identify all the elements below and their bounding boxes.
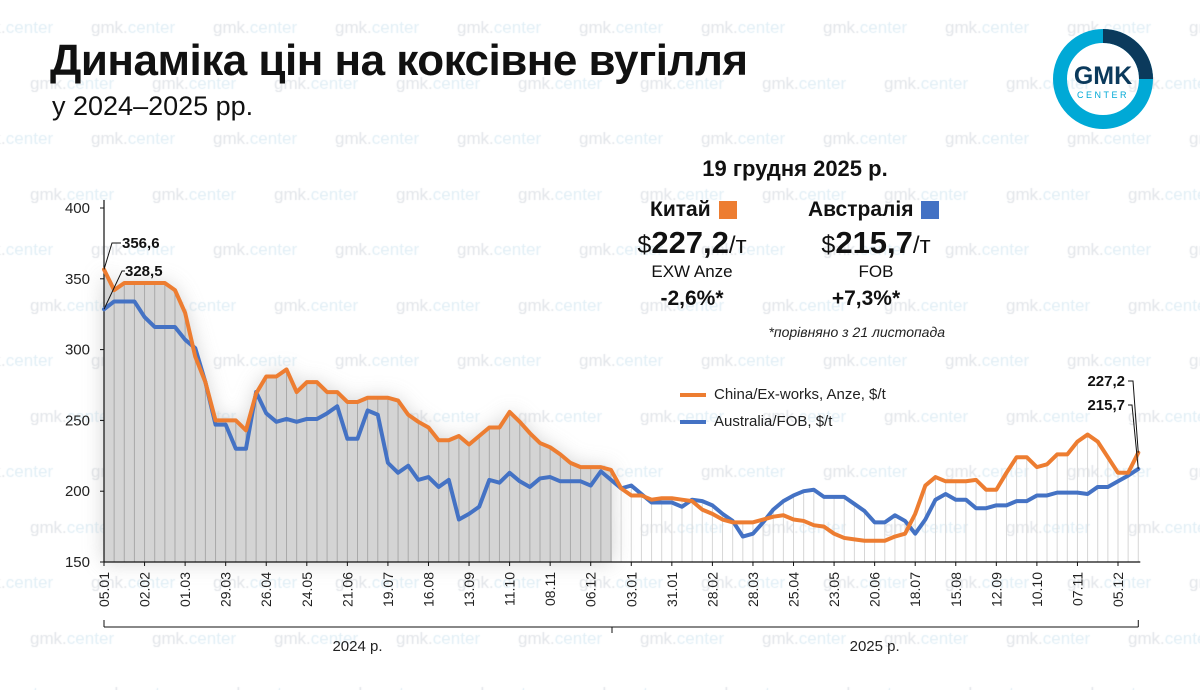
x-tick-label: 05.01: [96, 572, 112, 607]
gmk-center-logo: GMK CENTER: [1053, 29, 1153, 129]
x-tick-label: 05.12: [1110, 572, 1126, 607]
legend-label-china: China/Ex-works, Anze, $/t: [714, 386, 886, 403]
logo-ring-accent: [1102, 29, 1153, 80]
x-tick-label: 20.06: [867, 572, 883, 607]
x-tick-label: 23.05: [826, 572, 842, 607]
annotation-leader: [1128, 404, 1139, 470]
y-tick-label: 250: [65, 412, 90, 429]
annotations: 356,6 328,5 227,2 215,7: [103, 235, 1139, 470]
x-tick-label: 28.03: [745, 572, 761, 607]
value-annotation: 215,7: [1087, 397, 1125, 414]
value-annotation: 227,2: [1087, 373, 1125, 390]
series-layer: [102, 267, 1141, 543]
legend-swatch-china: [680, 393, 706, 397]
australia-color-swatch: [921, 201, 940, 219]
year-label: 2024 р.: [332, 638, 382, 655]
annotation-leader: [103, 270, 125, 310]
x-tick-label: 16.08: [420, 572, 436, 607]
y-tick-label: 400: [65, 200, 90, 217]
x-tick-label: 08.11: [542, 572, 558, 606]
value-annotation: 328,5: [125, 263, 163, 280]
legend-swatch-australia: [680, 420, 706, 424]
annotation-leader: [1128, 380, 1139, 453]
australia-currency: $: [821, 231, 836, 259]
y-tick-label: 350: [65, 271, 90, 288]
china-change: -2,6%*: [660, 287, 724, 310]
australia-change: +7,3%*: [831, 287, 901, 310]
x-tick-label: 11.10: [502, 572, 518, 606]
y-tick-label: 300: [65, 342, 90, 359]
australia-basis: FOB: [858, 262, 894, 281]
china-label-text: Китай: [650, 198, 711, 221]
x-tick-label: 02.02: [137, 572, 153, 607]
x-tick-label: 06.12: [583, 572, 599, 607]
x-tick-label: 28.02: [704, 572, 720, 607]
x-tick-label: 19.07: [380, 572, 396, 607]
footnote: *порівняно з 21 листопада: [768, 324, 945, 340]
page-title: Динаміка цін на коксівне вугілля: [50, 36, 748, 85]
x-tick-label: 25.04: [786, 572, 802, 607]
legend-label-australia: Australia/FOB, $/t: [714, 413, 833, 430]
x-tick-label: 26.04: [258, 572, 274, 607]
x-tick-label: 03.01: [623, 572, 639, 607]
china-currency: $: [637, 231, 652, 259]
x-tick-label: 12.09: [988, 572, 1004, 607]
info-date: 19 грудня 2025 р.: [702, 156, 888, 181]
y-tick-label: 200: [65, 483, 90, 500]
x-tick-label: 01.03: [177, 572, 193, 607]
x-tick-label: 29.03: [218, 572, 234, 607]
x-tick-label: 10.10: [1029, 572, 1045, 607]
china-color-swatch: [718, 201, 737, 219]
x-tick-label: 31.01: [664, 572, 680, 607]
china-unit: /т: [728, 232, 747, 259]
value-annotation: 356,6: [122, 235, 160, 252]
australia-price-value: 215,7: [835, 225, 913, 260]
china-price-value: 227,2: [651, 225, 729, 260]
australia-unit: /т: [912, 232, 931, 259]
australia-label-text: Австралія: [808, 198, 914, 221]
x-tick-label: 15.08: [948, 572, 964, 607]
x-tick-label: 13.09: [461, 572, 477, 607]
year-label: 2025 р.: [850, 638, 900, 655]
logo-text-gmk: GMK: [1074, 62, 1132, 90]
australia-price: $215,7/т: [786, 226, 966, 260]
china-label: Китай: [650, 198, 737, 222]
annotation-leader: [103, 242, 121, 270]
page-subtitle: у 2024–2025 рр.: [52, 91, 254, 121]
australia-label: Австралія: [808, 198, 940, 222]
x-tick-label: 21.06: [339, 572, 355, 607]
axes: 150 200 250 300 350 400 05.01 02.02 01.03 29.03 26…: [65, 200, 1141, 655]
y-tick-label: 150: [65, 554, 90, 571]
x-tick-label: 24.05: [299, 572, 315, 607]
x-tick-label: 07.11: [1069, 572, 1085, 606]
week-lines: [103, 269, 1139, 562]
china-basis: EXW Anze: [651, 262, 733, 281]
legend-item-china: China/Ex-works, Anze, $/t: [680, 386, 886, 404]
legend-item-australia: Australia/FOB, $/t: [680, 413, 832, 431]
x-tick-label: 18.07: [907, 572, 923, 607]
china-price: $227,2/т: [602, 226, 782, 260]
logo-text-center: CENTER: [1077, 90, 1129, 100]
